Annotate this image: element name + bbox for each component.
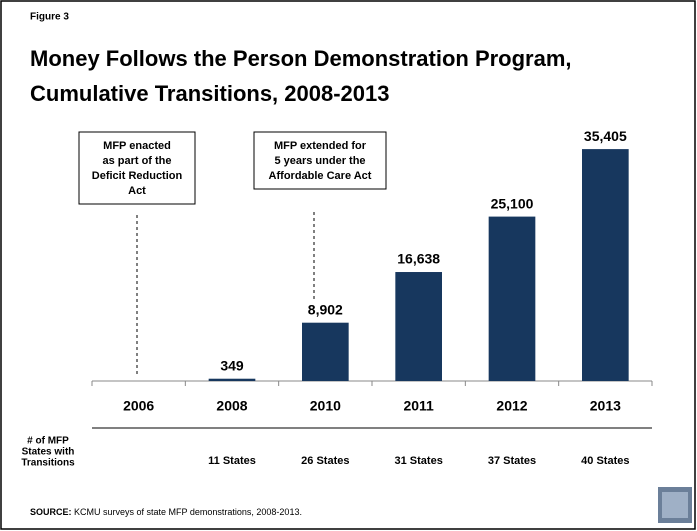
row-label: # of MFP	[27, 436, 69, 447]
figure-label: Figure 3	[30, 12, 69, 23]
state-count: 40 States	[581, 455, 629, 467]
annotation-text: Affordable Care Act	[269, 170, 372, 182]
row-label: Transitions	[21, 458, 75, 469]
value-label: 35,405	[584, 128, 627, 144]
bar	[208, 378, 256, 381]
annotation-text: MFP enacted	[103, 140, 171, 152]
bar	[582, 149, 629, 381]
x-tick-label: 2010	[310, 398, 341, 414]
annotation-text: Act	[128, 185, 146, 197]
source-label: SOURCE:	[30, 507, 72, 517]
row-label: States with	[22, 447, 75, 458]
x-tick-label: 2011	[403, 398, 434, 414]
x-tick-label: 2006	[123, 398, 154, 414]
x-tick-label: 2008	[216, 398, 247, 414]
source-text: KCMU surveys of state MFP demonstrations…	[72, 507, 302, 517]
annotation-text: 5 years under the	[274, 155, 365, 167]
annotation-text: MFP extended for	[274, 140, 367, 152]
state-count: 37 States	[488, 455, 536, 467]
chart-title: Cumulative Transitions, 2008-2013	[30, 81, 390, 106]
state-count: 31 States	[395, 455, 443, 467]
annotation-box	[78, 131, 196, 205]
annotation-text: Deficit Reduction	[92, 170, 183, 182]
logo-inner	[662, 492, 688, 518]
source: SOURCE: KCMU surveys of state MFP demons…	[30, 507, 302, 517]
chart-title: Money Follows the Person Demonstration P…	[30, 46, 572, 71]
annotation-text: as part of the	[102, 155, 171, 167]
bar	[395, 272, 442, 381]
annotation-box	[253, 131, 387, 190]
x-tick-label: 2013	[590, 398, 621, 414]
value-label: 16,638	[397, 251, 440, 267]
logo	[658, 487, 692, 523]
value-label: 8,902	[308, 301, 343, 317]
bar	[302, 322, 349, 381]
x-tick-label: 2012	[496, 398, 527, 414]
state-count: 26 States	[301, 455, 349, 467]
state-count: 11 States	[208, 455, 256, 467]
value-label: 25,100	[491, 195, 534, 211]
value-label: 349	[220, 357, 244, 373]
bar	[488, 216, 536, 381]
